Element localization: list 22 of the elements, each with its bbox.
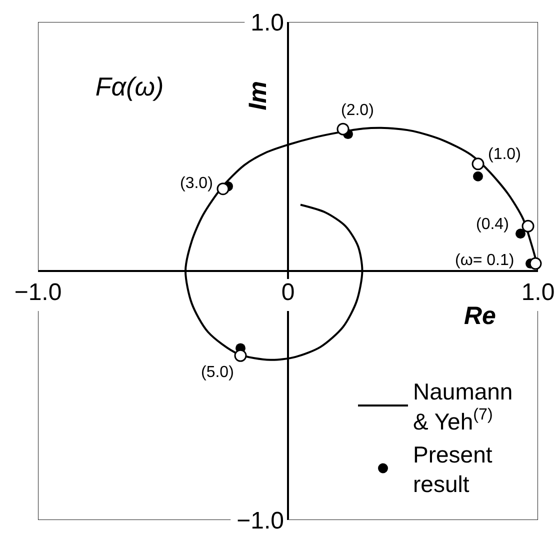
point [473,171,483,182]
point [516,228,526,239]
x-tick-label: 0 [281,279,295,306]
annotation: (ω= 0.1) [455,252,514,269]
point [529,257,542,270]
annotation: (1.0) [488,146,521,163]
point [216,182,230,196]
annotation: (3.0) [180,175,213,192]
legend-label: Present result [413,441,493,498]
point [522,220,534,232]
y-axis-title: Im [244,81,272,110]
point [472,158,484,170]
annotation: (2.0) [341,102,374,119]
x-axis-title: Re [464,302,496,330]
x-tick-label: 1.0 [521,279,555,306]
x-tick-label: −1.0 [14,279,62,306]
legend-label: Naumann & Yeh$^{(7)}$ [413,378,513,434]
annotation: (0.4) [476,216,509,233]
point [234,349,247,362]
text: Fα(ω) [95,71,164,102]
point [336,122,350,136]
annotation: (5.0) [201,364,234,381]
